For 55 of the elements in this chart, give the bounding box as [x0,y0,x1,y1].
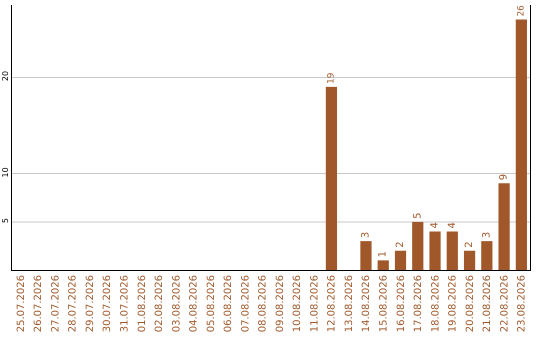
bar [326,86,338,270]
bar [481,241,492,270]
x-tick-label: 25.07.2026 [16,275,27,332]
x-tick-label: 18.08.2026 [430,275,442,332]
data-label: 9 [498,174,510,180]
bar [516,19,527,270]
x-tick-label: 14.08.2026 [361,275,372,332]
bar [360,241,372,270]
x-tick-label: 06.08.2026 [223,275,234,332]
x-tick-label: 08.08.2026 [258,275,269,332]
y-tick-label: 10 [0,167,10,178]
data-label: 2 [395,241,406,248]
bar [412,222,424,270]
x-tick-label: 09.08.2026 [274,275,286,332]
x-tick-label: 26.07.2026 [33,275,44,332]
data-label: 3 [360,232,372,238]
bar [464,250,476,270]
x-tick-label: 21.08.2026 [482,275,494,332]
x-tick-label: 15.08.2026 [378,275,390,332]
bar [429,231,441,270]
data-label: 5 [412,212,424,219]
x-tick-label: 01.08.2026 [136,275,148,332]
x-tick-label: 11.08.2026 [309,275,320,332]
data-label: 26 [516,4,527,16]
data-label: 19 [326,72,337,84]
x-tick-label: 02.08.2026 [154,275,166,332]
x-tick-label: 29.07.2026 [84,275,96,332]
data-label: 2 [464,241,476,248]
x-tick-label: 27.07.2026 [50,275,62,332]
x-tick-label: 13.08.2026 [344,275,355,332]
x-tick-label: 20.08.2026 [464,275,476,332]
x-tick-label: 17.08.2026 [413,275,424,332]
x-tick-label: 07.08.2026 [240,275,252,332]
x-tick-label: 12.08.2026 [326,275,338,332]
x-tick-label: 05.08.2026 [206,275,217,332]
x-tick-label: 28.07.2026 [68,275,79,332]
data-label: 1 [378,250,389,258]
x-tick-label: 04.08.2026 [188,275,200,332]
x-tick-label: 30.07.2026 [102,275,114,332]
data-label: 4 [430,222,441,228]
data-label: 3 [481,232,492,238]
y-tick-label: 20 [0,70,10,82]
x-tick-label: 16.08.2026 [396,275,407,332]
bar [378,260,389,270]
x-tick-label: 19.08.2026 [448,275,459,332]
x-tick-label: 23.08.2026 [516,275,528,332]
x-tick-label: 31.07.2026 [119,275,130,332]
x-tick-label: 10.08.2026 [292,275,304,332]
x-tick-label: 22.08.2026 [499,275,510,332]
x-tick-label: 03.08.2026 [171,275,182,332]
bar [498,183,510,270]
bar [446,231,458,270]
y-tick-label: 5 [0,218,10,224]
data-label: 4 [446,222,458,228]
bar [394,250,406,270]
